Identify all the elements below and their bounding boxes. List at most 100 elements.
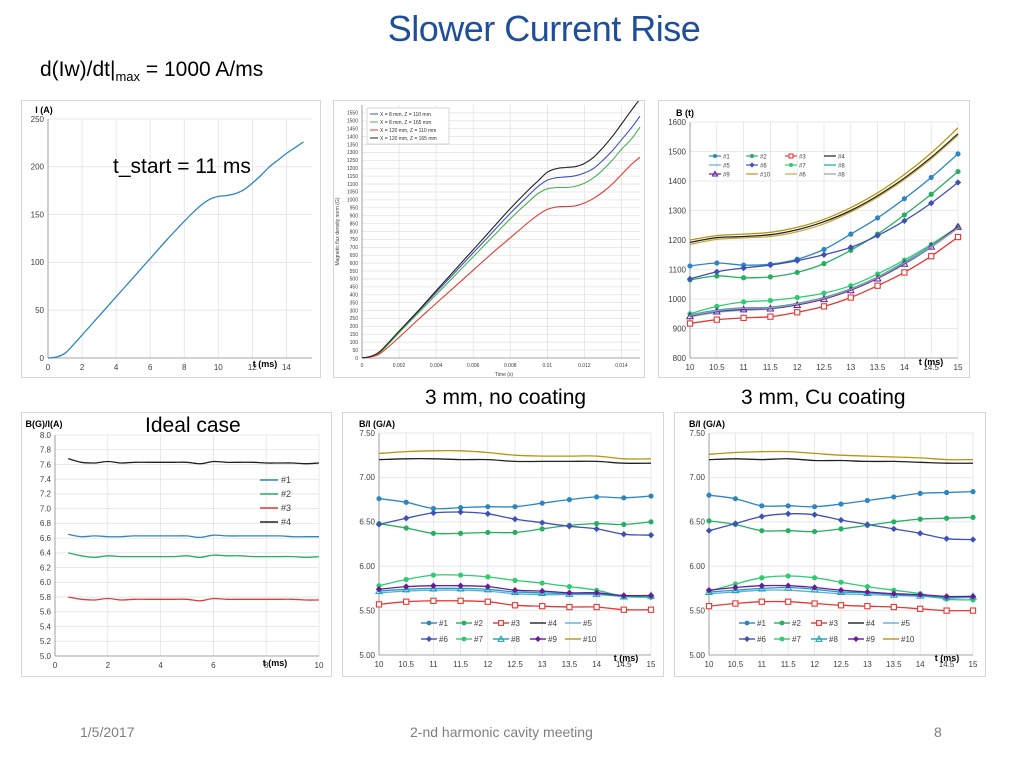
- y-tick-label: 7.0: [40, 504, 52, 513]
- legend-label: #5: [723, 164, 730, 170]
- data-point: [759, 528, 765, 534]
- y-tick-label: 5.00: [359, 651, 375, 660]
- data-point: [740, 314, 747, 322]
- data-point: [928, 191, 934, 197]
- x-tick-label: 0.006: [467, 363, 480, 369]
- y-tick-label: 6.00: [359, 562, 375, 571]
- data-point: [944, 515, 950, 521]
- data-point: [864, 521, 871, 528]
- x-tick-label: 0.004: [430, 363, 443, 369]
- data-point: [969, 607, 977, 614]
- y-tick-label: 300: [350, 308, 359, 314]
- y-tick-label: 8.0: [40, 431, 52, 440]
- data-point: [785, 510, 792, 518]
- formula-subscript: max: [115, 69, 141, 85]
- data-point: [732, 496, 738, 502]
- x-tick-label: 10: [375, 660, 384, 669]
- x-tick-label: 13.5: [562, 660, 578, 669]
- data-point: [917, 490, 923, 496]
- data-point: [954, 179, 962, 186]
- data-point: [767, 297, 773, 304]
- legend-marker: [426, 636, 432, 642]
- data-point: [969, 593, 977, 600]
- x-tick-label: 6: [148, 363, 153, 372]
- data-point: [620, 606, 627, 613]
- current-x-axis-label: t (ms): [253, 359, 278, 369]
- data-point: [539, 519, 546, 526]
- series--4-line: [689, 133, 959, 244]
- data-point: [969, 536, 977, 543]
- y-tick-label: 1150: [347, 174, 358, 180]
- x-tick-label: 14: [900, 363, 909, 372]
- y-tick-label: 200: [350, 324, 359, 330]
- data-point: [686, 275, 694, 283]
- no-coating-ratio-chart-panel: 5.00 5.50 6.00 6.50 7.00 7.50 10 10.5 11 11.5 12 12…: [342, 412, 664, 677]
- data-point: [457, 597, 464, 604]
- x-tick-label: 14.5: [923, 363, 939, 372]
- x-tick-label: 10: [686, 363, 695, 372]
- data-point: [705, 603, 713, 610]
- y-tick-label: 1500: [347, 119, 358, 125]
- data-point: [430, 505, 436, 512]
- data-point: [403, 598, 410, 605]
- y-tick-label: 5.4: [40, 622, 52, 631]
- y-tick-label: 6.0: [40, 578, 52, 587]
- bfield-grid: [689, 121, 959, 359]
- ratio_nocoat-svg: 5.00 5.50 6.00 6.50 7.00 7.50 10 10.5 11 11.5 12 12…: [359, 419, 656, 669]
- series--10-line: [708, 450, 974, 461]
- x-tick-label: 10.5: [398, 660, 414, 669]
- y-tick-label: 600: [350, 261, 359, 267]
- data-point: [953, 222, 963, 230]
- data-point: [837, 586, 845, 594]
- data-point: [687, 263, 693, 269]
- legend-label: #2: [792, 619, 801, 628]
- data-point: [484, 510, 491, 518]
- x-tick-label: 4: [114, 363, 119, 372]
- x-tick-label: 12: [483, 660, 492, 669]
- y-tick-label: 450: [350, 285, 359, 291]
- data-point: [731, 585, 740, 594]
- data-point: [812, 528, 818, 535]
- series--6-line: [689, 134, 959, 246]
- y-tick-label: 6.4: [40, 549, 52, 558]
- y-tick-label: 100: [350, 340, 359, 346]
- x-tick-label: 0.008: [504, 363, 517, 369]
- y-tick-label: 1100: [669, 265, 687, 274]
- data-point: [648, 493, 654, 499]
- data-point: [794, 294, 800, 301]
- flux-legend: X = 8 mm, Z = 110 mm X = 8 mm, Z = 165 mm…: [366, 107, 450, 145]
- data-point: [458, 572, 464, 578]
- data-point: [837, 516, 845, 524]
- legend-label: #3: [799, 155, 806, 161]
- data-point: [714, 260, 720, 266]
- data-point: [483, 585, 492, 593]
- legend-label: #6: [760, 164, 767, 170]
- y-tick-label: 800: [673, 354, 687, 363]
- x-tick-label: 10: [214, 363, 223, 372]
- data-point: [874, 282, 881, 289]
- legend-label: #6: [799, 173, 806, 179]
- series--4-line: [708, 458, 974, 464]
- data-point: [874, 232, 881, 239]
- data-point: [376, 583, 382, 589]
- series--10-line: [689, 127, 959, 241]
- y-tick-label: 100: [31, 258, 45, 267]
- ideal-series-group: [68, 457, 320, 602]
- legend-label: #5: [583, 619, 592, 628]
- legend-label: #4: [866, 619, 875, 628]
- data-point: [875, 215, 881, 221]
- legend-label: #7: [792, 635, 801, 644]
- series--4-line: [378, 458, 652, 464]
- x-tick-label: 14.5: [939, 660, 955, 669]
- x-tick-label: 4: [158, 661, 163, 670]
- ideal-grid: [54, 434, 320, 657]
- data-point: [485, 529, 491, 536]
- legend-label: #5: [901, 619, 910, 628]
- ratio_cucoat-svg: 5.00 5.50 6.00 6.50 7.00 7.50 10 10.5 11 11.5 12 12…: [689, 419, 978, 669]
- legend-label: #1: [757, 619, 766, 628]
- y-tick-label: 1350: [347, 142, 358, 148]
- legend-label: #7: [799, 164, 806, 170]
- y-tick-label: 1300: [668, 206, 686, 215]
- y-tick-label: 150: [350, 332, 359, 338]
